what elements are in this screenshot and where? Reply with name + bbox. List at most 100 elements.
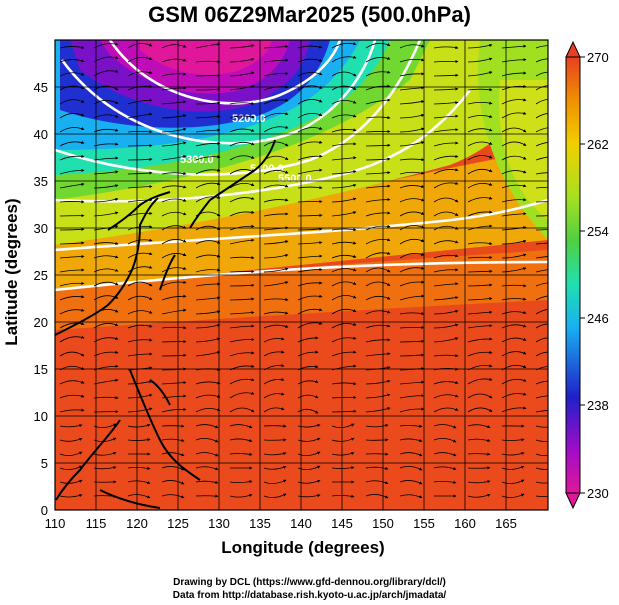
streamline: [433, 424, 457, 429]
streamline: [535, 380, 548, 385]
streamline: [535, 186, 548, 189]
streamline: [229, 115, 255, 119]
streamline: [59, 72, 85, 77]
streamline: [399, 225, 425, 231]
streamline: [59, 322, 85, 329]
streamline: [195, 296, 221, 301]
streamline: [59, 451, 83, 456]
streamline: [535, 295, 548, 301]
streamline: [263, 324, 289, 329]
streamline: [399, 424, 423, 428]
streamline: [59, 281, 85, 287]
streamline: [297, 494, 321, 498]
streamline: [161, 58, 187, 63]
streamline: [59, 127, 85, 133]
streamline: [501, 170, 527, 175]
streamline: [161, 407, 187, 413]
streamline: [467, 210, 493, 217]
colorbar-min-arrow: [565, 492, 581, 510]
streamline: [467, 377, 493, 385]
streamline: [195, 168, 221, 175]
streamline: [195, 351, 221, 357]
streamline: [59, 154, 85, 161]
streamline: [195, 323, 221, 329]
streamline: [399, 294, 425, 301]
streamline: [535, 45, 548, 49]
streamline: [535, 481, 548, 484]
streamline: [365, 56, 391, 63]
streamline: [59, 394, 85, 399]
streamline: [467, 424, 491, 429]
streamline: [297, 451, 321, 456]
streamline: [365, 352, 391, 357]
streamline: [399, 339, 425, 343]
streamline: [263, 465, 287, 470]
streamline: [59, 45, 85, 49]
streamline: [229, 196, 255, 203]
streamline: [331, 295, 357, 301]
streamline: [365, 480, 389, 485]
streamline: [127, 466, 151, 470]
streamline: [127, 438, 151, 442]
streamline: [59, 168, 85, 175]
streamline: [365, 338, 391, 343]
streamline: [59, 380, 85, 385]
streamline: [263, 392, 285, 399]
y-tick-label: 45: [34, 80, 48, 95]
streamline: [161, 424, 185, 428]
streamline: [127, 98, 153, 105]
streamline: [501, 111, 527, 119]
streamline: [263, 240, 289, 245]
streamline: [229, 351, 255, 357]
streamline: [331, 183, 357, 189]
streamline: [467, 101, 493, 105]
streamline: [501, 479, 525, 484]
streamline: [127, 480, 151, 485]
streamline: [331, 308, 357, 315]
streamline: [297, 213, 323, 217]
streamline: [365, 98, 391, 105]
streamline: [467, 71, 493, 77]
streamline: [229, 128, 255, 133]
streamline: [331, 142, 357, 147]
streamline: [535, 395, 548, 399]
streamline: [161, 44, 187, 49]
streamline: [127, 407, 153, 413]
streamline: [229, 452, 253, 456]
streamline: [195, 128, 221, 133]
streamline: [263, 311, 289, 315]
chart-title: GSM 06Z29Mar2025 (500.0hPa): [148, 2, 471, 27]
streamline: [127, 84, 153, 91]
streamline: [297, 140, 323, 147]
streamline: [263, 452, 287, 456]
streamline: [365, 379, 391, 385]
x-tick-label: 110: [45, 516, 66, 531]
streamline: [263, 438, 287, 442]
streamline: [195, 394, 221, 399]
streamline: [195, 240, 221, 245]
streamline: [365, 157, 391, 161]
streamline: [195, 381, 221, 385]
streamline: [433, 87, 459, 91]
streamlines: [59, 42, 548, 499]
y-tick-label: 15: [34, 362, 48, 377]
streamline: [229, 493, 253, 498]
streamline: [127, 57, 153, 63]
x-tick-label: 120: [126, 516, 148, 531]
streamline: [161, 141, 187, 147]
streamline: [161, 155, 187, 161]
streamline: [297, 423, 321, 428]
streamline: [467, 141, 493, 147]
streamline: [59, 335, 85, 343]
streamline: [229, 256, 255, 260]
y-tick-label: 40: [34, 127, 48, 142]
streamline: [501, 127, 527, 133]
streamline: [59, 254, 85, 259]
colorbar-label: 230: [587, 486, 609, 501]
streamline: [467, 182, 493, 189]
streamline: [433, 354, 459, 358]
streamline: [433, 168, 459, 175]
streamline: [195, 155, 221, 161]
streamline: [433, 480, 457, 484]
streamline: [161, 466, 185, 471]
